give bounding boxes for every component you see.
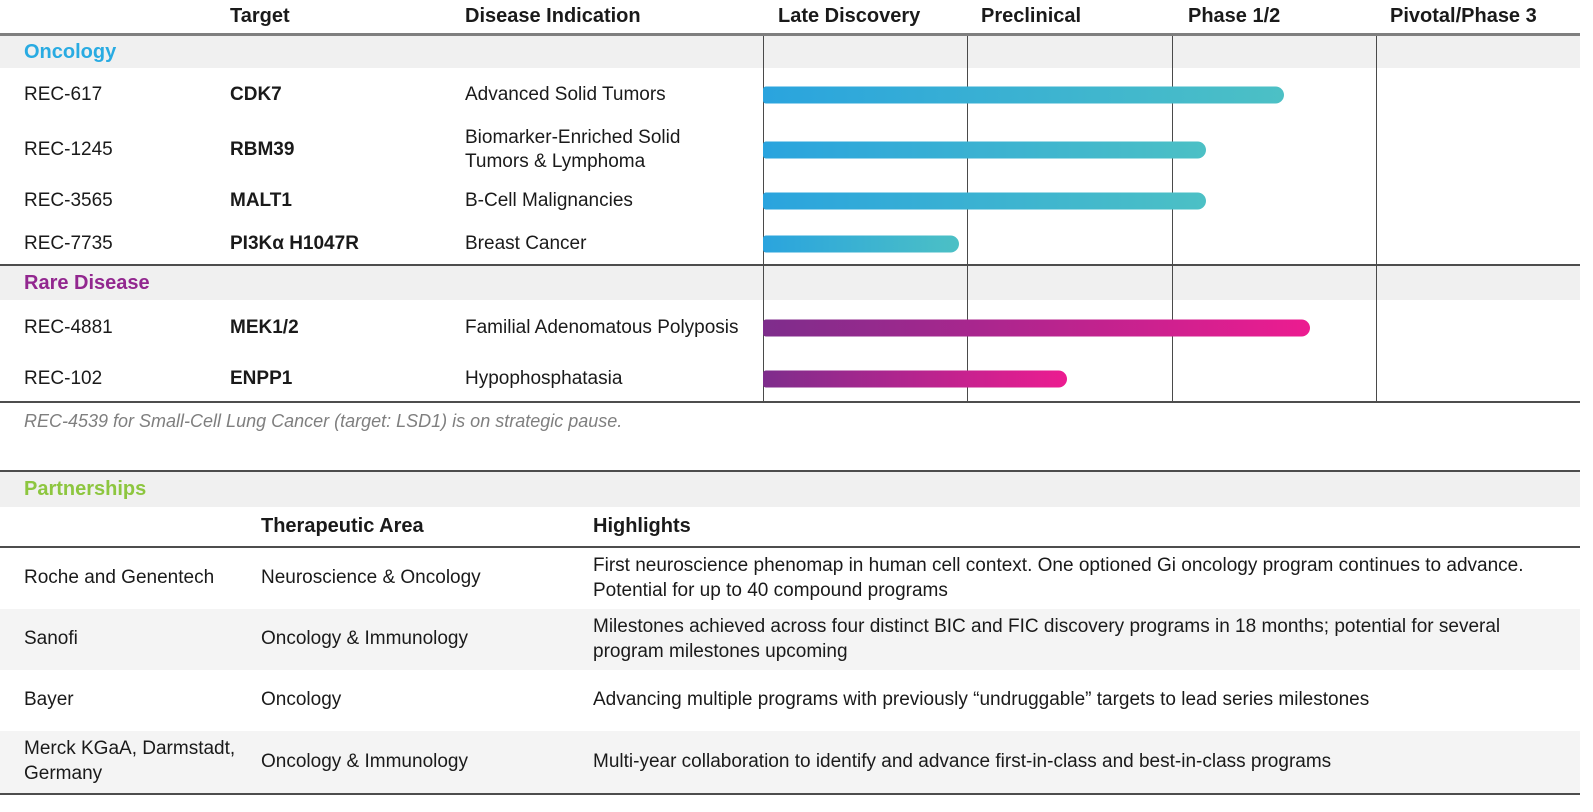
program-indication: Biomarker-Enriched Solid Tumors & Lympho… (465, 127, 681, 172)
partner-name: Merck KGaA, Darmstadt, Germany (24, 738, 236, 784)
program-target: PI3Kα H1047R (230, 233, 359, 254)
column-header-late-discovery: Late Discovery (778, 5, 921, 27)
program-stage-track (763, 68, 1580, 122)
progress-bar (763, 192, 1206, 210)
program-target: CDK7 (230, 84, 282, 105)
program-target: MALT1 (230, 190, 292, 211)
partner-highlights: Advancing multiple programs with previou… (593, 689, 1370, 711)
partnerships-header-border (0, 546, 1580, 548)
partnership-row: Merck KGaA, Darmstadt, Germany Oncology … (0, 731, 1580, 793)
program-stage-track (763, 178, 1580, 224)
section-header-oncology: Oncology (0, 36, 1580, 68)
program-indication: Familial Adenomatous Polyposis (465, 317, 739, 339)
column-header-highlights: Highlights (593, 515, 691, 537)
section-gap (0, 435, 1593, 470)
program-stage-track (763, 300, 1580, 356)
partnership-row: Roche and Genentech Neuroscience & Oncol… (0, 548, 1580, 609)
program-target: MEK1/2 (230, 317, 299, 338)
partnerships-title: Partnerships (24, 478, 147, 500)
progress-bar (763, 235, 959, 253)
column-header-therapeutic-area: Therapeutic Area (261, 515, 424, 537)
program-stage-track (763, 122, 1580, 178)
stage-divider (1376, 36, 1377, 401)
program-target: ENPP1 (230, 367, 293, 389)
section-header-rare-disease: Rare Disease (0, 266, 1580, 300)
column-header-phase-1-2: Phase 1/2 (1188, 5, 1281, 27)
column-header-target: Target (230, 5, 290, 27)
program-id: REC-102 (24, 367, 103, 389)
program-stage-track (763, 356, 1580, 401)
chart-bottom-border (0, 401, 1580, 403)
program-id: REC-4881 (24, 317, 113, 338)
pipeline-row: REC-617 CDK7 Advanced Solid Tumors (0, 68, 1580, 122)
program-id: REC-617 (24, 84, 103, 105)
header-divider (0, 33, 1580, 36)
pipeline-row: REC-3565 MALT1 B-Cell Malignancies (0, 178, 1580, 224)
partnerships-top-border (0, 470, 1580, 472)
program-target: RBM39 (230, 139, 295, 160)
partnerships-table: Partnerships Therapeutic Area Highlights… (0, 470, 1580, 795)
stage-divider (967, 36, 968, 401)
partnership-row: Bayer Oncology Advancing multiple progra… (0, 670, 1580, 731)
therapeutic-area: Neuroscience & Oncology (261, 567, 481, 589)
partner-highlights: First neuroscience phenomap in human cel… (593, 554, 1524, 601)
partner-name: Sanofi (24, 628, 78, 650)
column-header-preclinical: Preclinical (981, 5, 1082, 27)
partnerships-section-header: Partnerships (0, 472, 1580, 507)
pipeline-row: REC-102 ENPP1 Hypophosphatasia (0, 356, 1580, 401)
strategic-pause-footnote: REC-4539 for Small-Cell Lung Cancer (tar… (24, 411, 623, 431)
partnerships-column-headers: Therapeutic Area Highlights (0, 507, 1580, 546)
therapeutic-area: Oncology & Immunology (261, 628, 468, 650)
partnership-row: Sanofi Oncology & Immunology Milestones … (0, 609, 1580, 670)
partner-name: Roche and Genentech (24, 567, 215, 589)
partner-name: Bayer (24, 689, 74, 711)
progress-bar (763, 86, 1284, 104)
pipeline-column-headers: Target Disease Indication Late Discovery… (0, 0, 1580, 33)
section-separator (0, 264, 1580, 266)
program-stage-track (763, 224, 1580, 264)
program-indication: Advanced Solid Tumors (465, 84, 666, 106)
program-id: REC-7735 (24, 233, 113, 254)
pipeline-row: REC-4881 MEK1/2 Familial Adenomatous Pol… (0, 300, 1580, 356)
program-indication: B-Cell Malignancies (465, 190, 633, 212)
progress-bar (763, 319, 1310, 337)
stage-divider (1172, 36, 1173, 401)
partner-highlights: Multi-year collaboration to identify and… (593, 750, 1332, 772)
column-header-pivotal: Pivotal/Phase 3 (1390, 5, 1537, 27)
pipeline-row: REC-7735 PI3Kα H1047R Breast Cancer (0, 224, 1580, 264)
therapeutic-area: Oncology & Immunology (261, 750, 468, 772)
pipeline-chart: Target Disease Indication Late Discovery… (0, 0, 1580, 403)
therapeutic-area: Oncology (261, 689, 342, 711)
section-title: Oncology (24, 40, 117, 63)
program-id: REC-1245 (24, 139, 113, 160)
program-indication: Breast Cancer (465, 233, 587, 255)
partnerships-bottom-border (0, 793, 1580, 795)
stage-divider (763, 36, 764, 401)
progress-bar (763, 141, 1206, 159)
progress-bar (763, 370, 1067, 387)
column-header-indication: Disease Indication (465, 5, 641, 27)
section-title: Rare Disease (24, 271, 150, 294)
partner-highlights: Milestones achieved across four distinct… (593, 615, 1501, 662)
program-id: REC-3565 (24, 190, 113, 211)
pipeline-row: REC-1245 RBM39 Biomarker-Enriched Solid … (0, 122, 1580, 178)
program-indication: Hypophosphatasia (465, 367, 623, 389)
